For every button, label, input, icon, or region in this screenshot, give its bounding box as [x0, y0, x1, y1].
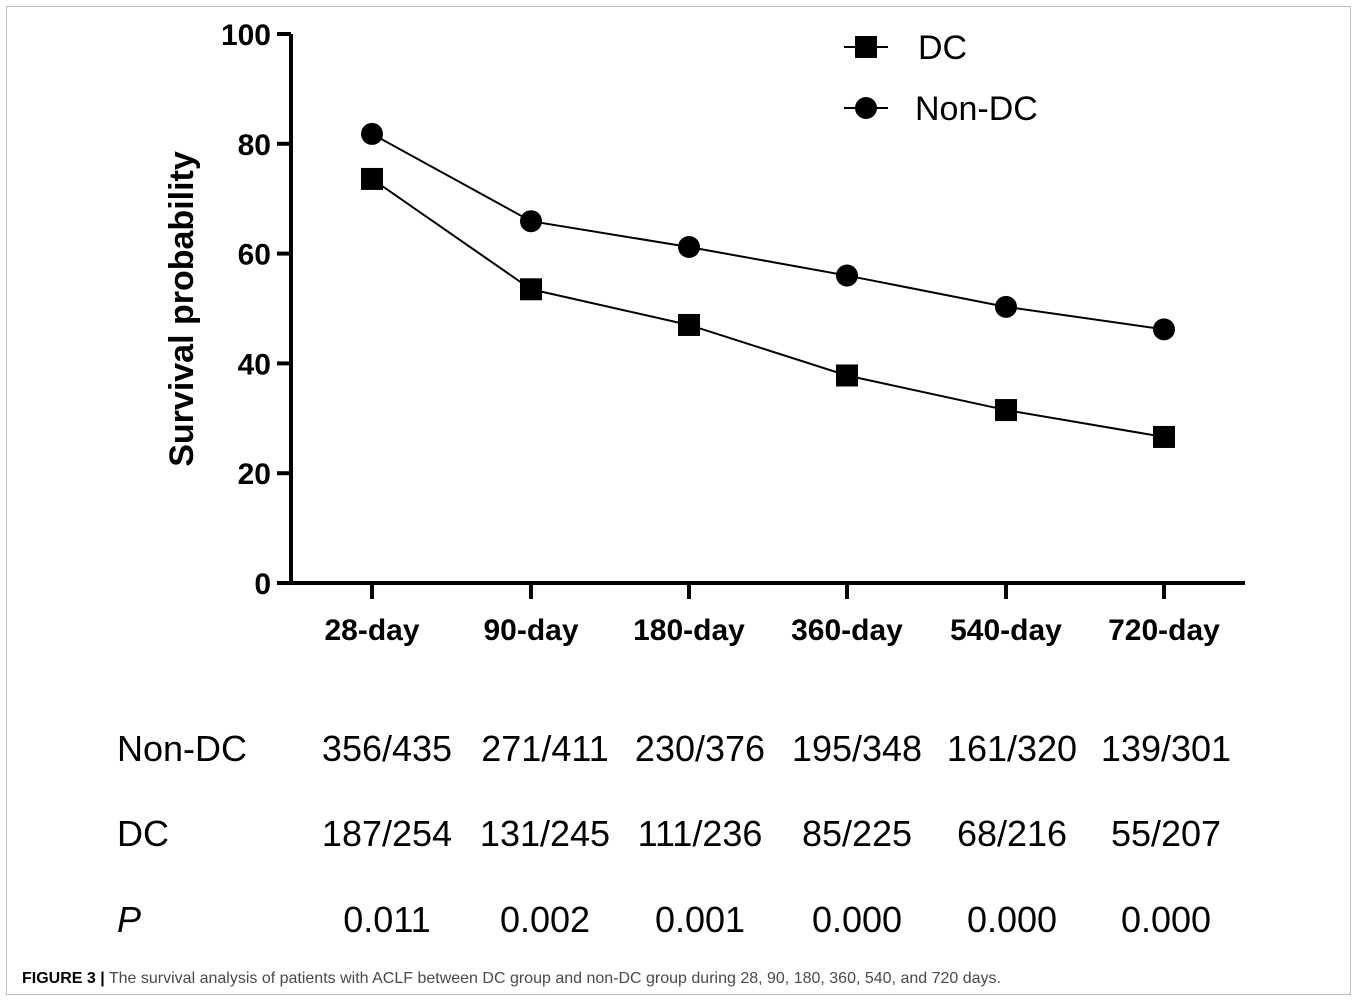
risk-table-cell: 68/216: [956, 813, 1068, 854]
risk-table-cell: 161/320: [946, 728, 1078, 769]
risk-table-cell: 0.000: [966, 899, 1058, 940]
legend-label-non-dc: Non-DC: [915, 90, 1038, 128]
data-point-non-dc: [678, 236, 700, 259]
data-point-non-dc: [836, 264, 858, 287]
y-tick-label: 60: [238, 239, 271, 272]
series-line-non-dc: [371, 133, 1165, 331]
legend: DC Non-DC: [844, 29, 1038, 128]
risk-row-label: P: [117, 899, 142, 940]
figure-frame: [6, 6, 1351, 995]
data-point-non-dc: [520, 210, 542, 233]
series-layer: [361, 122, 1175, 448]
risk-table-cell: 0.001: [654, 899, 746, 940]
caption-label: FIGURE 3 |: [22, 970, 105, 987]
data-point-dc: [678, 313, 700, 336]
series-dc: [361, 167, 1175, 448]
y-tick-label: 0: [254, 568, 271, 601]
data-point-dc: [520, 278, 542, 301]
risk-row-non-dc: Non-DC 356/435 271/411 230/376 195/348 161/3…: [0, 728, 1357, 778]
risk-table-cell: 0.011: [343, 899, 431, 940]
risk-row-dc: DC 187/254 131/245 111/236 85/225 68/216 55/2…: [0, 813, 1357, 863]
data-point-non-dc: [995, 295, 1017, 318]
risk-row-label: Non-DC: [117, 728, 248, 769]
caption-text: The survival analysis of patients with A…: [104, 970, 1001, 987]
survival-line-chart: 0 20 40 60 80 100 28-day 90-day 180-day 360-day 54…: [163, 19, 1245, 647]
x-tick-label: 180-day: [633, 614, 745, 647]
risk-table-cell: 271/411: [481, 728, 609, 769]
risk-row-label: DC: [117, 813, 169, 854]
data-point-dc: [836, 364, 858, 387]
risk-table-cell: 230/376: [634, 728, 766, 769]
series-non-dc: [361, 122, 1175, 341]
x-tick-label: 28-day: [324, 614, 419, 647]
y-axis-title: Survival probability: [163, 151, 201, 467]
risk-table-cell: 0.000: [1120, 899, 1212, 940]
figure-caption: FIGURE 3 | The survival analysis of pati…: [22, 970, 1001, 988]
risk-table-cell: 356/435: [321, 728, 453, 769]
risk-table-cell: 85/225: [801, 813, 913, 854]
legend-marker-non-dc: [855, 97, 877, 119]
x-tick-label: 720-day: [1108, 614, 1220, 647]
x-tick-label: 360-day: [791, 614, 903, 647]
x-tick-label: 90-day: [483, 614, 578, 647]
risk-table-cell: 0.000: [811, 899, 903, 940]
risk-table-cell: 55/207: [1110, 813, 1222, 854]
y-tick-label: 80: [238, 129, 271, 162]
data-point-dc: [1153, 425, 1175, 448]
y-tick-label: 100: [221, 19, 271, 52]
x-tick-label: 540-day: [950, 614, 1062, 647]
risk-table-cell: 0.002: [499, 899, 591, 940]
y-tick-label: 20: [238, 458, 271, 491]
risk-table-cell: 131/245: [479, 813, 611, 854]
data-point-non-dc: [1153, 318, 1175, 341]
legend-marker-dc: [855, 36, 877, 58]
data-point-non-dc: [361, 122, 383, 145]
data-point-dc: [995, 399, 1017, 422]
risk-table-cell: 139/301: [1100, 728, 1232, 769]
series-line-dc: [371, 178, 1165, 438]
data-point-dc: [361, 167, 383, 190]
risk-row-p-value: P 0.011 0.002 0.001 0.000 0.000 0.000: [0, 899, 1357, 949]
axes: 0 20 40 60 80 100 28-day 90-day 180-day 360-day 54…: [221, 19, 1245, 647]
risk-table-cell: 111/236: [637, 813, 763, 854]
y-tick-label: 40: [238, 348, 271, 381]
legend-label-dc: DC: [918, 29, 967, 67]
risk-table-cell: 195/348: [791, 728, 923, 769]
risk-table-cell: 187/254: [321, 813, 453, 854]
